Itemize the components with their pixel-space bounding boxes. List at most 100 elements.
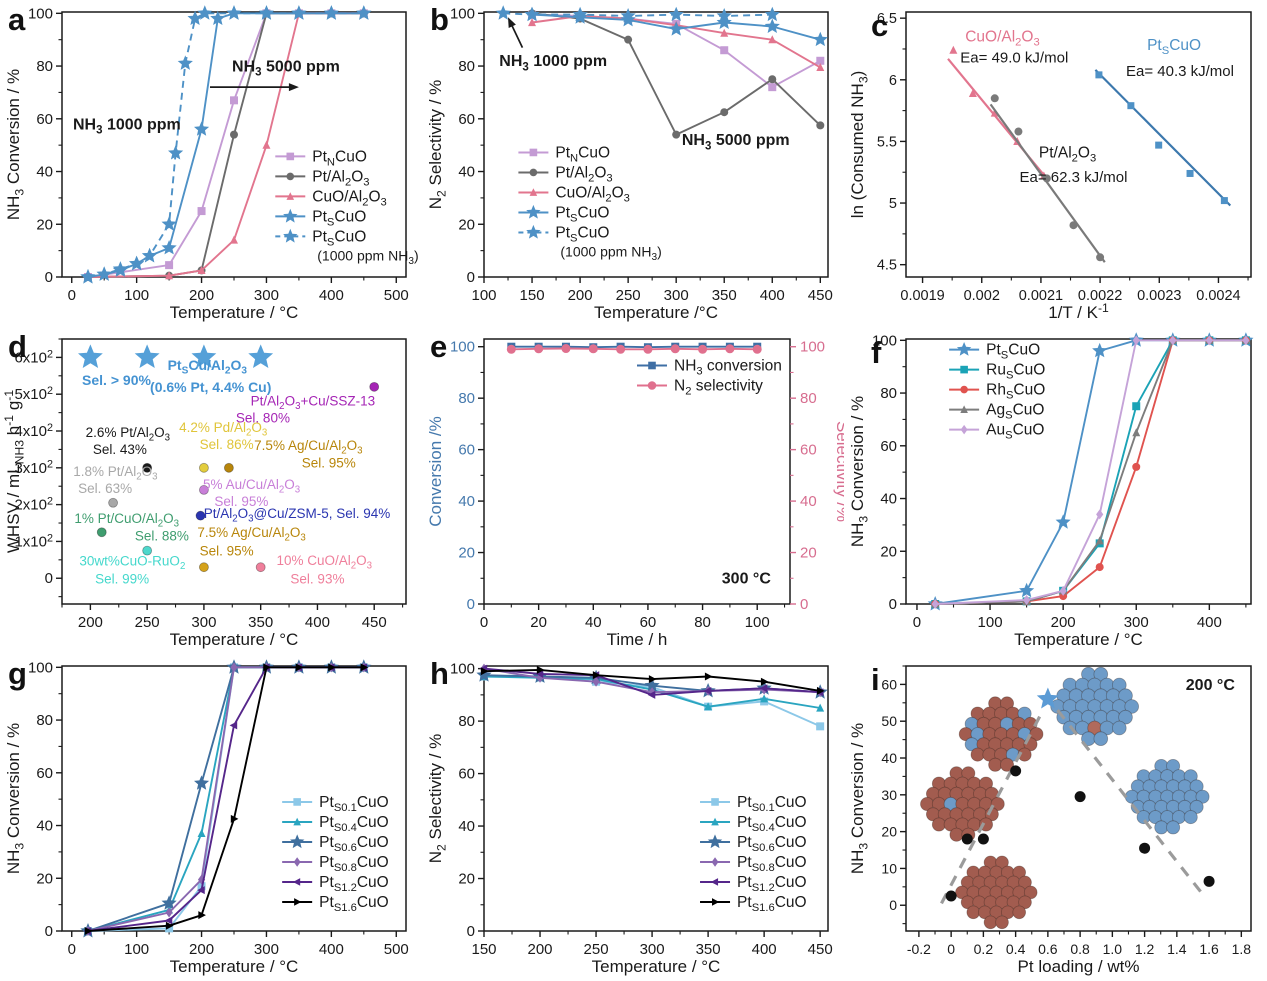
y-tick-label: 5x102 [14, 385, 53, 403]
annotation: Pt/Al2O3@Cu/ZSM-5, Sel. 94% [204, 506, 391, 525]
x-tick-label: 400 [1197, 614, 1222, 631]
y-tick-label: 20 [458, 871, 475, 888]
x-tick-label: 200 [1051, 614, 1076, 631]
x-axis-label: Pt loading / wt% [1018, 957, 1140, 976]
x-axis-label: Temperature / °C [170, 957, 299, 976]
catalyst-data-point [223, 462, 234, 473]
catalyst-data-point [199, 562, 209, 573]
y-axis: 0 20 40 60 80 100 [872, 332, 906, 613]
y-axis: 0 20 40 60 80 100 [450, 5, 484, 286]
y-tick-label: 20 [880, 543, 897, 560]
catalyst-data-point [369, 381, 380, 392]
legend: PtS0.1CuOPtS0.4CuOPtS0.6CuOPtS0.8CuOPtS1… [700, 794, 807, 914]
annotation: Sel. 93% [290, 571, 344, 586]
annotation: Sel. 80% [236, 411, 290, 426]
panel-f-chart: 0 100 200 300 400 0 20 40 60 80 100 Temperature / °… [848, 332, 1254, 649]
x-tick-label: 400 [319, 287, 344, 304]
panel-c-letter: c [871, 8, 889, 43]
x-axis: 0 100 200 300 400 500 [68, 931, 409, 958]
x-tick-label: 60 [640, 614, 657, 631]
x-tick-label: 200 [78, 614, 103, 631]
panel-i-letter: i [871, 662, 880, 697]
y-axis: 0 20 40 60 80 100 [28, 659, 62, 940]
y-tick-label: 20 [36, 870, 53, 887]
y-axis-label: N2 Selectivity / % [426, 734, 448, 864]
legend-label: CuO/Al2O3 [555, 184, 630, 204]
series-pt-al2o3-fit [989, 103, 1106, 263]
x-tick-label: 0 [913, 614, 921, 631]
y-tick-label: 100 [450, 5, 475, 22]
legend-label: CuO/Al2O3 [312, 188, 387, 208]
x-tick-label: 350 [712, 287, 737, 304]
x-axis: 0 100 200 300 400 [913, 604, 1247, 631]
y-tick-label: 60 [881, 676, 897, 692]
x-tick-label: 100 [124, 941, 149, 958]
nanoparticle-cluster [1050, 666, 1140, 746]
y-tick-label: 60 [458, 766, 475, 783]
plot-frame [61, 338, 407, 605]
x-tick-label: 200 [189, 941, 214, 958]
panel-c-chart: 0.0019 0.002 0.0021 0.0022 0.0023 0.0024 4.5 5 5… [848, 11, 1252, 322]
x-tick-label: 0 [480, 614, 488, 631]
x-tick-label: 0 [68, 287, 76, 304]
y-tick-label: 80 [36, 58, 53, 75]
arrowhead [288, 83, 299, 92]
nanoparticle-cluster [920, 766, 1005, 842]
legend-label: N2 selectivity [674, 378, 763, 398]
y-axis: 0 10 20 30 40 50 60 [881, 665, 906, 925]
x-tick-label: 300 [664, 287, 689, 304]
annotation: Sel. 43% [93, 442, 147, 457]
panel-a-letter: a [8, 2, 26, 37]
legend-label: AuSCuO [986, 422, 1044, 442]
x-tick-label: 0.0024 [1196, 288, 1240, 304]
series-auscuo [931, 335, 1250, 609]
x-tick-label: 200 [568, 287, 593, 304]
x-tick-label: 300 [254, 941, 279, 958]
legend-label: PtSCuO [312, 208, 366, 228]
legend-label: RuSCuO [986, 362, 1045, 382]
x-axis-label: Temperature / °C [592, 957, 721, 976]
trend-guide-dashed [940, 709, 1045, 905]
catalyst-data-point [255, 562, 266, 573]
series-ptscu-al2o3-stars [78, 344, 274, 368]
y-tick-label: 40 [36, 164, 53, 181]
x-tick-label: 1.2 [1135, 941, 1155, 957]
x-tick-label: 350 [696, 941, 721, 958]
nanoparticle-clusters [920, 666, 1210, 930]
nanoparticle-cluster [1124, 759, 1210, 835]
y2-axis: 0 20 40 60 80 100 [790, 339, 825, 613]
x-tick-label: 400 [319, 941, 344, 958]
x-axis: 150 200 250 300 350 400 450 [471, 931, 833, 958]
annotation: PtSCu/Al2O3 [168, 357, 248, 377]
x-tick-label: 450 [362, 614, 387, 631]
x-tick-label: 350 [248, 614, 273, 631]
y-tick-label: 0 [467, 923, 475, 940]
x-tick-label: 0 [68, 941, 76, 958]
x-tick-label: 300 [640, 941, 665, 958]
x-axis-label: Temperature /°C [594, 303, 718, 322]
annotation: Sel. 88% [135, 528, 189, 543]
x-tick-label: 0.0022 [1078, 288, 1122, 304]
panel-b-letter: b [430, 2, 449, 37]
panel-e: 0 20 40 60 80 100 0 20 40 60 80 100 Time / h Conversi… [422, 327, 844, 654]
x-tick-label: 80 [694, 614, 711, 631]
y-tick-label: 5 [889, 196, 897, 212]
series-conversion-vs-pt-loading [945, 765, 1215, 902]
y-tick-label: 0 [467, 596, 475, 613]
y-tick-label: 80 [458, 58, 475, 75]
y-tick-label: 40 [458, 818, 475, 835]
y-tick-label: 3x102 [14, 459, 53, 477]
annotation: 7.5% Ag/Cu/Al2O3 [197, 525, 305, 544]
y-axis-label: NH3 Conversion / % [848, 723, 870, 874]
legend: PtNCuOPt/Al2O3CuO/Al2O3PtSCuOPtSCuO(1000… [518, 144, 662, 263]
x-tick-label: 1.8 [1232, 941, 1252, 957]
legend-label: Pt/Al2O3 [555, 164, 612, 184]
y-tick-label: 0 [467, 269, 475, 286]
panel-a-chart: 0 100 200 300 400 500 0 20 40 60 80 100 Temperature … [4, 5, 419, 322]
annotation: NH3 5000 ppm [682, 132, 790, 152]
y-tick-label: 40 [36, 818, 53, 835]
annotation: Ea= 62.3 kJ/mol [1019, 169, 1127, 186]
annotation: Sel. > 90% [82, 372, 151, 388]
legend-label: PtS1.6CuO [319, 894, 389, 914]
